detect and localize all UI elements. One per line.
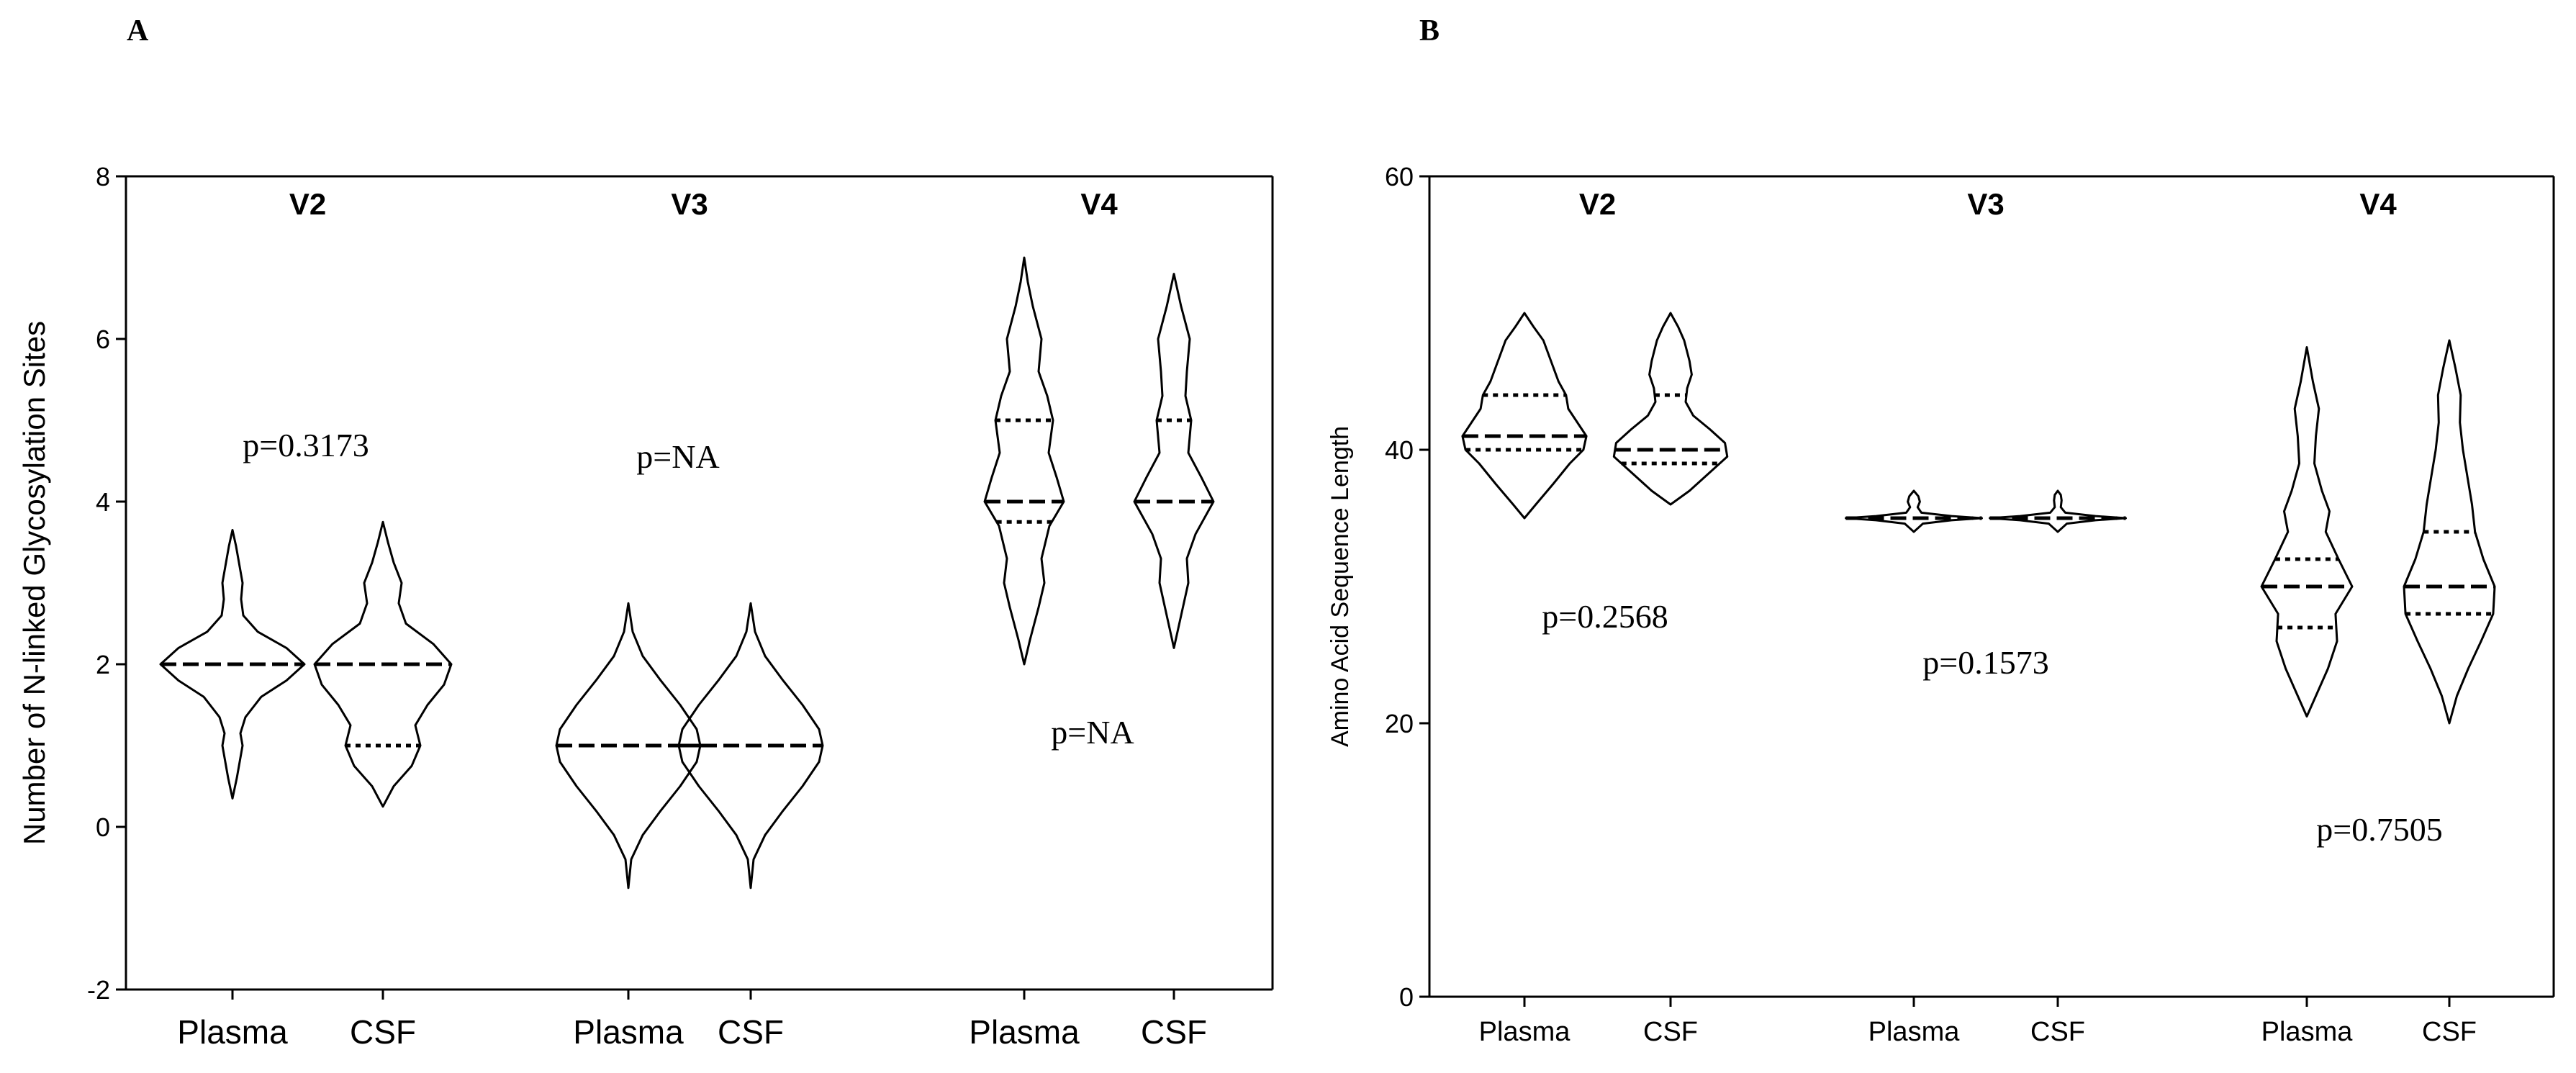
x-category-label: CSF	[1643, 1017, 1698, 1047]
violin-plasma	[555, 602, 702, 889]
violin-csf	[1133, 273, 1215, 649]
y-tick-label: 4	[96, 487, 110, 517]
violin-csf	[1612, 312, 1729, 506]
p-value-annotation: p=NA	[636, 438, 719, 475]
x-category-label: Plasma	[2261, 1017, 2354, 1047]
y-tick-label: 6	[96, 325, 110, 354]
panel-a-chart: Number of N-linked Glycosylation Sites -…	[17, 162, 1274, 1051]
x-category-label: Plasma	[177, 1013, 288, 1051]
panel-b-y-label: Amino Acid Sequence Length	[1327, 426, 1354, 747]
x-category-label: CSF	[2422, 1017, 2477, 1047]
panel-letter-a: A	[127, 14, 149, 47]
violin-csf	[1989, 489, 2127, 533]
violin-csf	[677, 602, 824, 889]
p-value-annotation: p=0.3173	[243, 427, 369, 463]
y-tick-label: 8	[96, 162, 110, 191]
region-label: V2	[289, 187, 326, 221]
y-tick-label: 0	[96, 812, 110, 842]
region-label: V3	[671, 187, 708, 221]
p-value-annotation: p=0.7505	[2316, 811, 2442, 848]
y-tick-label: 60	[1385, 162, 1414, 191]
x-category-label: Plasma	[969, 1013, 1080, 1051]
x-category-label: Plasma	[1479, 1017, 1571, 1047]
y-tick-label: 20	[1385, 709, 1414, 738]
p-value-annotation: p=NA	[1051, 714, 1134, 751]
violin-plasma	[1461, 312, 1588, 520]
region-label: V4	[1080, 187, 1118, 221]
region-label: V3	[1967, 187, 2004, 221]
panel-a-y-label: Number of N-linked Glycosylation Sites	[17, 321, 51, 845]
violin-plasma	[1845, 489, 1983, 533]
panel-letter-b: B	[1419, 14, 1440, 47]
violin-csf	[313, 520, 453, 808]
region-label: V2	[1579, 187, 1616, 221]
violin-plasma	[983, 256, 1065, 666]
y-tick-label: 40	[1385, 435, 1414, 465]
p-value-annotation: p=0.2568	[1542, 598, 1668, 635]
x-category-label: Plasma	[1868, 1017, 1961, 1047]
p-value-annotation: p=0.1573	[1922, 644, 2048, 681]
y-tick-label: 0	[1399, 982, 1414, 1012]
y-tick-label: 2	[96, 650, 110, 679]
x-category-label: Plasma	[573, 1013, 684, 1051]
panel-b-chart: Amino Acid Sequence Length 0 20 40 60 V2 p=0.…	[1327, 162, 2555, 1047]
violin-csf	[2403, 339, 2496, 725]
x-category-label: CSF	[1141, 1013, 1207, 1051]
region-label: V4	[2359, 187, 2397, 221]
violin-plasma	[159, 529, 306, 800]
x-category-label: CSF	[2030, 1017, 2085, 1047]
y-tick-label: -2	[87, 975, 110, 1005]
violin-plasma	[2260, 346, 2354, 717]
x-category-label: CSF	[350, 1013, 416, 1051]
x-category-label: CSF	[718, 1013, 784, 1051]
